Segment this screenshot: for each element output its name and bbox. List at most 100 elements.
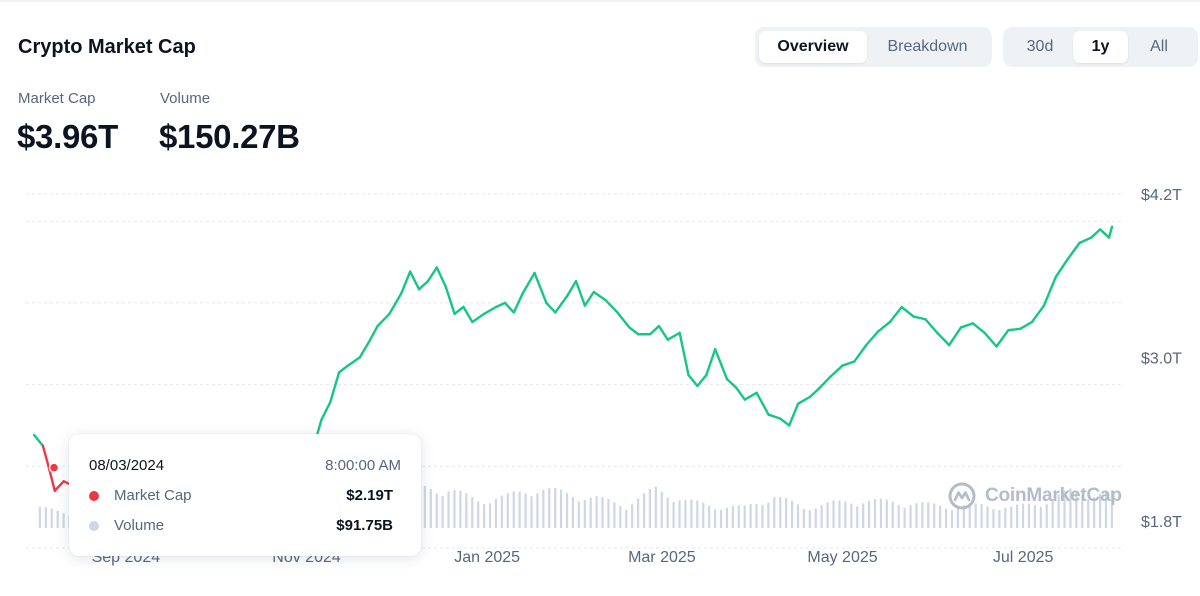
volume-bar bbox=[554, 488, 557, 528]
view-toggle: Overview Breakdown bbox=[755, 27, 992, 67]
volume-bar bbox=[820, 505, 823, 528]
y-tick-label: $1.8T bbox=[1141, 514, 1182, 531]
market-cap-line-segment bbox=[971, 322, 986, 335]
volume-bar bbox=[1004, 507, 1007, 528]
range-30d-button[interactable]: 30d bbox=[1026, 38, 1054, 55]
volume-bar bbox=[50, 508, 53, 528]
volume-bar bbox=[891, 501, 894, 528]
volume-bar bbox=[601, 497, 604, 528]
volume-bar bbox=[808, 510, 811, 528]
volume-bar bbox=[583, 499, 586, 528]
volume-bar bbox=[713, 509, 717, 528]
volume-bar bbox=[435, 493, 438, 528]
volume-bar bbox=[62, 513, 65, 528]
volume-bar bbox=[542, 490, 545, 528]
volume-bar bbox=[992, 509, 995, 528]
market-cap-line-segment bbox=[616, 311, 631, 329]
volume-bar bbox=[494, 499, 498, 528]
volume-bar bbox=[524, 493, 527, 528]
range-1y-button[interactable]: 1y bbox=[1073, 31, 1128, 63]
tooltip-series-name: Volume bbox=[114, 517, 165, 534]
volume-bar bbox=[1051, 499, 1054, 528]
volume-bar bbox=[974, 503, 977, 528]
volume-bar bbox=[648, 489, 652, 528]
volume-bar bbox=[577, 501, 580, 528]
volume-bar bbox=[690, 499, 693, 528]
market-cap-line-segment bbox=[521, 271, 536, 295]
volume-bar bbox=[939, 505, 942, 528]
tab-overview[interactable]: Overview bbox=[759, 31, 867, 63]
market-cap-line-segment bbox=[337, 364, 350, 374]
market-cap-line-segment bbox=[320, 401, 332, 422]
volume-bar bbox=[518, 491, 521, 528]
tab-breakdown[interactable]: Breakdown bbox=[887, 38, 968, 55]
volume-bar bbox=[986, 506, 989, 528]
volume-bar bbox=[1075, 490, 1078, 528]
page-title: Crypto Market Cap bbox=[18, 36, 196, 58]
volume-bar bbox=[1010, 506, 1013, 528]
volume-bar bbox=[879, 498, 883, 528]
market-cap-line-segment bbox=[924, 318, 939, 335]
volume-bar bbox=[921, 502, 924, 528]
volume-bar bbox=[856, 506, 859, 528]
market-cap-line-segment bbox=[367, 324, 379, 344]
market-cap-line-segment bbox=[865, 330, 880, 347]
volume-bar bbox=[719, 510, 723, 528]
volume-bar bbox=[660, 491, 663, 528]
market-cap-line-segment bbox=[1018, 320, 1034, 330]
volume-bar bbox=[850, 503, 853, 528]
volume-bar bbox=[56, 510, 59, 528]
volume-bar bbox=[796, 504, 800, 528]
volume-bar bbox=[607, 499, 610, 528]
market-cap-line-segment bbox=[388, 292, 403, 316]
volume-bar bbox=[962, 505, 965, 528]
volume-bar bbox=[672, 502, 675, 528]
volume-bar bbox=[619, 506, 622, 528]
market-cap-line-segment bbox=[705, 348, 717, 377]
market-cap-value: $3.96T bbox=[17, 118, 118, 155]
volume-bar bbox=[1039, 506, 1042, 528]
market-cap-line-segment bbox=[829, 364, 844, 378]
market-cap-line-segment bbox=[687, 373, 699, 388]
volume-bar bbox=[731, 506, 734, 528]
volume-bar bbox=[1021, 503, 1025, 528]
market-cap-line-segment bbox=[841, 360, 856, 367]
volume-bar bbox=[737, 505, 740, 528]
market-cap-line-segment bbox=[471, 312, 486, 324]
market-cap-line-segment bbox=[1078, 236, 1093, 245]
market-cap-line-segment bbox=[900, 305, 915, 318]
tooltip-time: 8:00:00 AM bbox=[325, 457, 401, 474]
market-cap-line-segment bbox=[657, 324, 670, 341]
volume-bar bbox=[482, 503, 486, 528]
volume-bar bbox=[755, 503, 758, 528]
top-divider bbox=[0, 0, 1200, 2]
market-cap-line-segment bbox=[628, 326, 640, 336]
volume-bar bbox=[636, 498, 640, 528]
market-cap-line-segment bbox=[1098, 228, 1111, 239]
volume-bar bbox=[832, 500, 835, 528]
volume-bar bbox=[559, 489, 563, 528]
volume-bar bbox=[548, 488, 551, 528]
market-cap-line-segment bbox=[358, 341, 370, 359]
volume-bar bbox=[968, 503, 971, 528]
market-cap-line-segment bbox=[503, 301, 516, 314]
volume-bar bbox=[779, 496, 782, 528]
volume-bar bbox=[536, 493, 539, 528]
market-cap-line-segment bbox=[648, 324, 661, 336]
volume-bar bbox=[802, 508, 806, 528]
market-cap-line-segment bbox=[959, 322, 975, 329]
volume-bar bbox=[725, 507, 729, 528]
volume-bar bbox=[708, 505, 711, 528]
range-toggle: 30d 1y All bbox=[1003, 27, 1198, 67]
watermark: CoinMarketCap bbox=[947, 481, 1122, 511]
market-cap-line-segment bbox=[462, 305, 474, 324]
market-cap-line-segment bbox=[755, 391, 770, 416]
market-cap-line-segment bbox=[426, 266, 439, 283]
range-all-button[interactable]: All bbox=[1150, 38, 1168, 55]
market-cap-line-segment bbox=[853, 343, 868, 363]
market-cap-line-segment bbox=[545, 301, 557, 314]
volume-bar bbox=[862, 503, 865, 528]
volume-bar bbox=[950, 510, 954, 528]
volume-bar bbox=[595, 496, 598, 528]
